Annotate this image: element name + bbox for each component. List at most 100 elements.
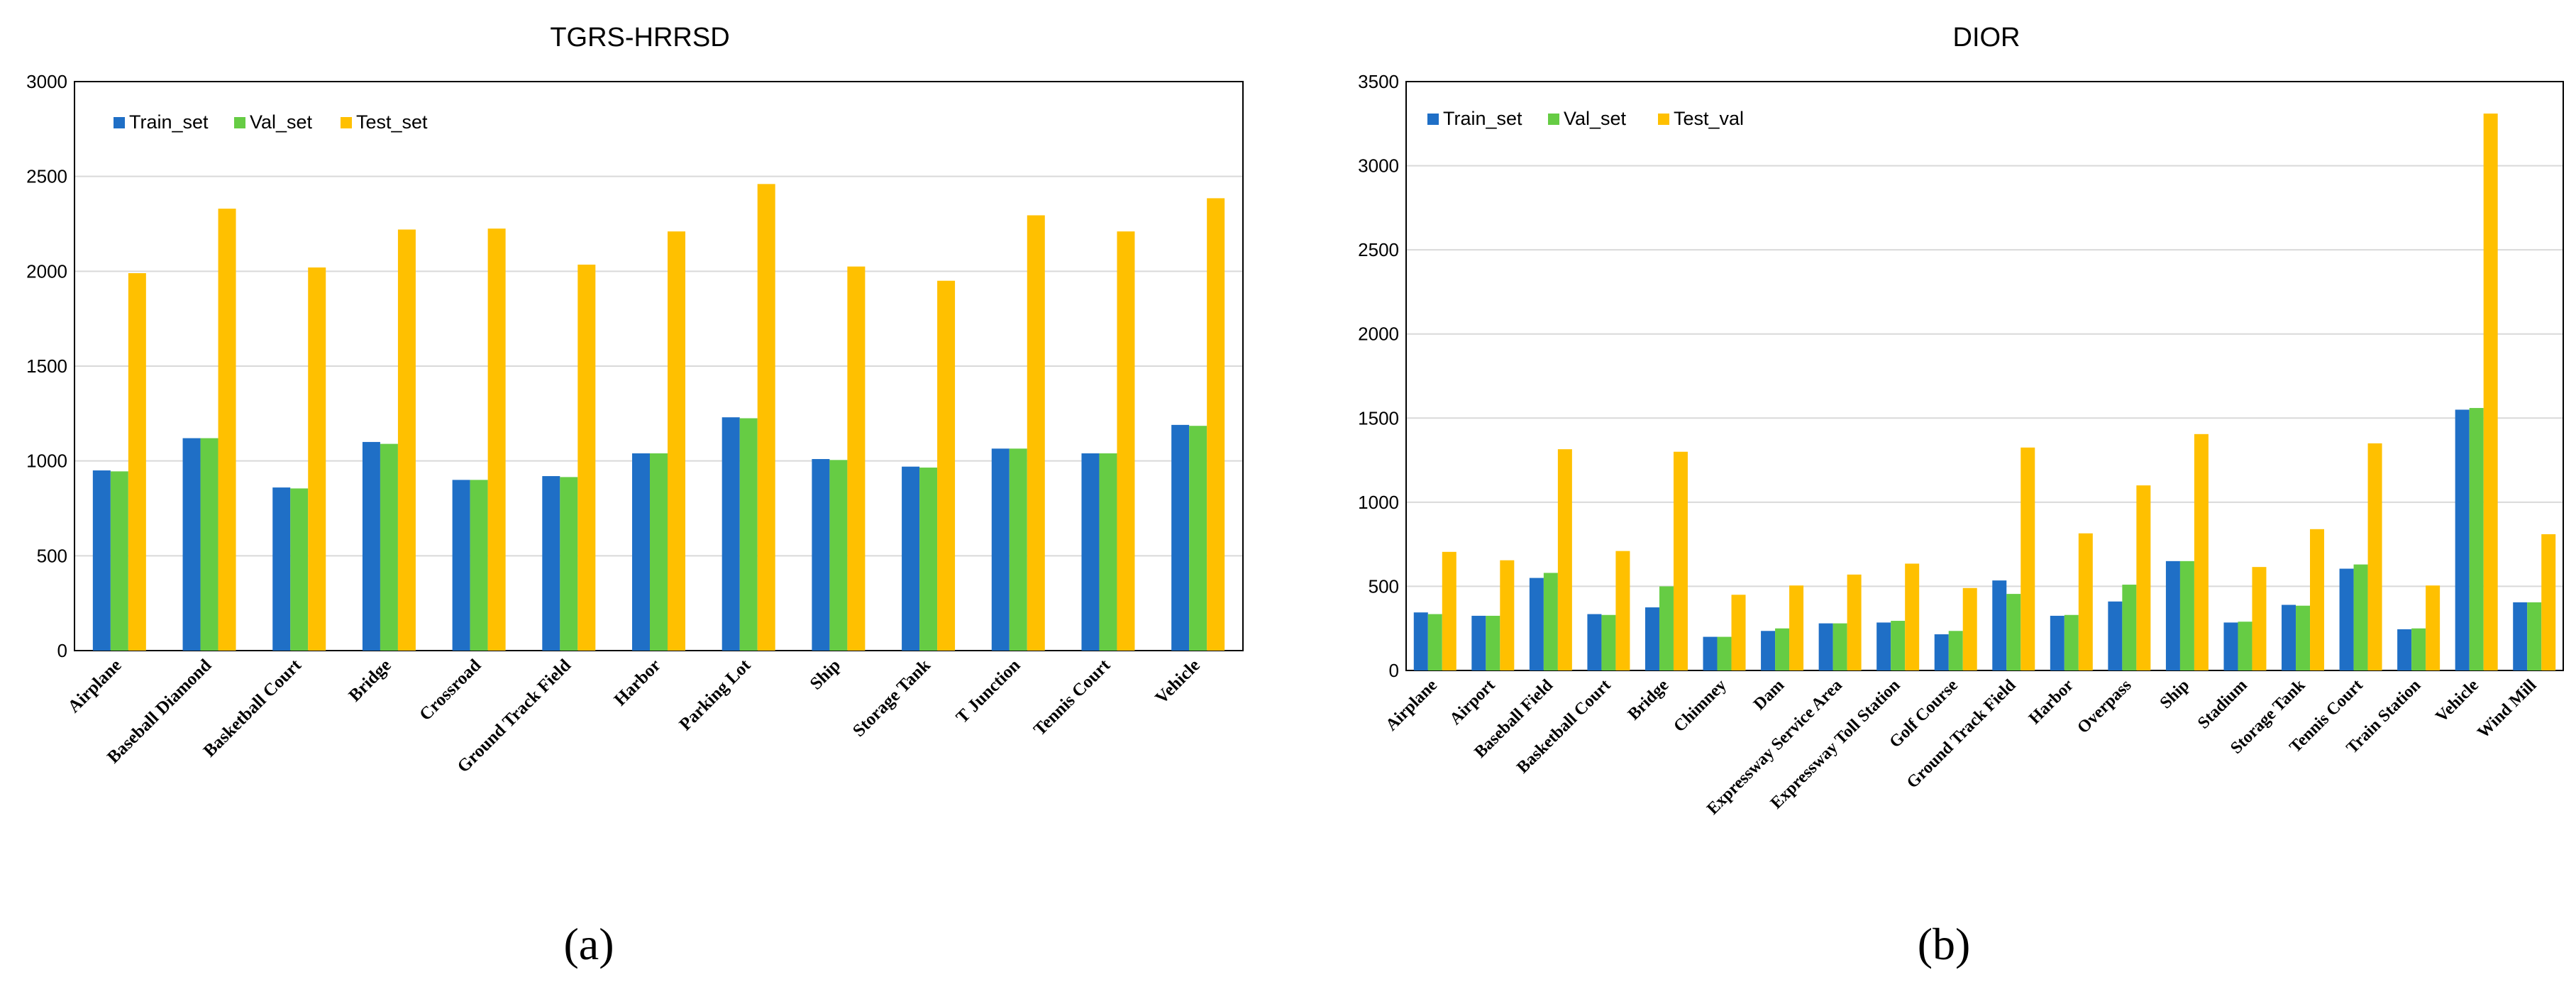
- bar: [1543, 573, 1558, 670]
- bar: [2179, 560, 2194, 670]
- y-tick-label: 0: [1389, 660, 1399, 681]
- legend-swatch: [341, 117, 352, 128]
- bar: [2397, 629, 2412, 670]
- y-tick-label: 0: [57, 640, 67, 661]
- bar: [2238, 622, 2252, 670]
- bar: [2455, 409, 2470, 670]
- bar: [919, 468, 938, 651]
- bar: [2194, 434, 2209, 670]
- bar: [397, 229, 416, 651]
- bar: [1557, 449, 1572, 670]
- bar: [668, 231, 685, 651]
- bar: [2353, 564, 2368, 670]
- legend-swatch: [1658, 114, 1669, 125]
- legend-label: Test_set: [356, 111, 428, 133]
- bar: [2021, 447, 2035, 670]
- bar: [1992, 580, 2007, 670]
- legend-swatch: [114, 117, 125, 128]
- bar: [2513, 602, 2528, 670]
- bar: [1948, 631, 1963, 670]
- bar: [650, 453, 668, 651]
- y-tick-label: 1500: [26, 355, 67, 377]
- y-tick-label: 3500: [1358, 71, 1399, 92]
- bar: [110, 471, 128, 651]
- bar: [902, 466, 920, 651]
- bar: [1673, 451, 1688, 670]
- bar: [2426, 585, 2440, 670]
- bar: [1962, 587, 1977, 670]
- y-tick-label: 1000: [1358, 492, 1399, 513]
- bar: [2541, 534, 2556, 670]
- bar: [1934, 634, 1949, 670]
- bar: [2122, 585, 2137, 670]
- bar: [2282, 604, 2296, 670]
- bar: [2006, 594, 2021, 670]
- y-tick-label: 500: [1369, 575, 1399, 597]
- bar: [1731, 595, 1746, 670]
- bar: [2469, 408, 2484, 670]
- bar: [308, 267, 326, 651]
- bar: [2483, 114, 2498, 671]
- chart-panel-a: 050010001500200025003000AirplaneBaseball…: [26, 23, 1244, 969]
- bar: [847, 266, 866, 651]
- bar: [1587, 614, 1602, 670]
- bar: [2296, 605, 2311, 670]
- bar: [1775, 628, 1790, 670]
- bar: [577, 264, 596, 651]
- legend-label: Val_set: [1564, 108, 1627, 129]
- legend-label: Val_set: [250, 111, 313, 133]
- bar: [1442, 551, 1456, 670]
- bar: [1615, 551, 1630, 670]
- bar: [1789, 585, 1804, 670]
- bar: [1099, 453, 1117, 651]
- bar: [470, 480, 488, 651]
- y-tick-label: 3000: [26, 71, 67, 92]
- y-tick-label: 2000: [26, 260, 67, 282]
- bar: [2165, 560, 2180, 670]
- bar: [2411, 628, 2426, 670]
- bar: [272, 487, 291, 651]
- bar: [380, 443, 398, 651]
- bar: [2367, 443, 2382, 670]
- legend-label: Test_val: [1674, 108, 1744, 129]
- bar: [1644, 607, 1659, 670]
- bar: [487, 228, 506, 651]
- y-tick-label: 500: [37, 545, 67, 566]
- bar: [1500, 560, 1515, 670]
- bar: [218, 209, 236, 651]
- bar: [128, 273, 146, 651]
- bar: [1207, 198, 1225, 651]
- chart-title: TGRS-HRRSD: [550, 23, 729, 53]
- bar: [1761, 631, 1776, 670]
- bar: [1847, 574, 1862, 670]
- bar: [2223, 622, 2238, 670]
- plot-area-border: [1405, 81, 2564, 671]
- chart-title: DIOR: [1953, 23, 2021, 53]
- legend-swatch: [234, 117, 245, 128]
- bar: [1189, 426, 1207, 651]
- bar: [991, 448, 1010, 651]
- bar: [452, 480, 470, 651]
- y-tick-label: 2500: [26, 166, 67, 187]
- bar: [92, 470, 111, 651]
- bar: [1876, 622, 1891, 670]
- bar: [1009, 448, 1027, 651]
- y-tick-label: 1000: [26, 451, 67, 472]
- bar: [722, 417, 740, 651]
- bar: [1413, 612, 1428, 670]
- bar: [2078, 533, 2093, 670]
- bar: [739, 418, 758, 651]
- bar: [1171, 424, 1190, 651]
- y-tick-label: 3000: [1358, 155, 1399, 177]
- bar: [1081, 453, 1100, 651]
- bar: [2339, 568, 2354, 670]
- bar: [812, 458, 830, 651]
- bar: [2136, 485, 2151, 670]
- bar: [1891, 621, 1906, 670]
- bar: [1905, 563, 1920, 670]
- bar: [1703, 636, 1718, 670]
- bar: [829, 460, 848, 651]
- y-tick-label: 1500: [1358, 407, 1399, 429]
- bar: [2108, 601, 2123, 670]
